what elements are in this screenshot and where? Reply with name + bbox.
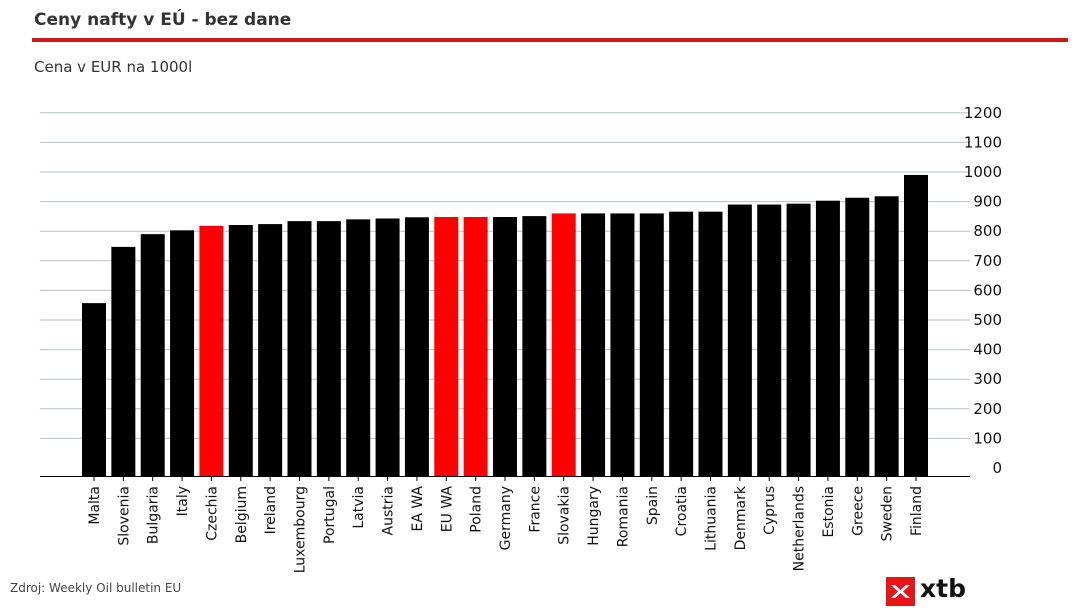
x-tick-label: Croatia	[674, 486, 690, 536]
bar-ea-wa	[404, 217, 429, 476]
x-tick-label: Slovenia	[116, 486, 132, 546]
x-tick-label: Latvia	[351, 486, 367, 529]
logo-text: xtb	[920, 574, 966, 603]
bar-portugal	[316, 221, 341, 476]
bar-netherlands	[786, 203, 811, 476]
x-tick-label: Portugal	[322, 486, 338, 544]
bar-slovenia	[111, 246, 136, 476]
y-tick-label: 100	[973, 429, 1002, 447]
x-tick-label: Netherlands	[792, 486, 808, 571]
bar-france	[522, 216, 547, 476]
y-tick-label: 700	[973, 252, 1002, 270]
bar-sweden	[874, 196, 899, 476]
axes	[40, 476, 970, 481]
y-tick-label: 500	[973, 311, 1002, 329]
y-tick-label: 600	[973, 281, 1002, 299]
bars	[82, 174, 928, 477]
y-tick-label: 800	[973, 222, 1002, 240]
x-tick-label: EU WA	[439, 486, 455, 533]
x-tick-label: Germany	[498, 486, 514, 550]
x-tick-label: Czechia	[204, 486, 220, 541]
x-tick-label: Italy	[175, 486, 191, 516]
bar-austria	[375, 218, 400, 477]
y-tick-label: 900	[973, 193, 1002, 211]
x-tick-label: Sweden	[880, 486, 896, 541]
bar-poland	[463, 216, 488, 476]
bar-czechia	[199, 225, 224, 476]
tick-labels: 0 100 200 300 400 500 600 700 800 900 1000 1100 1200…	[87, 104, 1002, 573]
bar-spain	[639, 213, 664, 476]
y-tick-label: 400	[973, 341, 1002, 359]
source-note: Zdroj: Weekly Oil bulletin EU	[10, 581, 182, 595]
y-tick-label: 1100	[964, 133, 1002, 151]
bar-hungary	[581, 213, 606, 476]
bar-luxembourg	[287, 221, 312, 476]
bar-croatia	[669, 211, 694, 476]
y-tick-label: 300	[973, 370, 1002, 388]
bar-belgium	[228, 224, 253, 476]
bar-bulgaria	[140, 234, 165, 476]
x-tick-label: Belgium	[234, 486, 250, 543]
bar-lithuania	[698, 211, 723, 476]
bar-ireland	[258, 224, 283, 476]
x-tick-label: Ireland	[263, 486, 279, 534]
bar-finland	[904, 174, 928, 476]
x-tick-label: Hungary	[586, 486, 602, 546]
chart-subtitle: Cena v EUR na 1000l	[34, 58, 193, 76]
bar-slovakia	[551, 213, 576, 476]
x-tick-label: Bulgaria	[146, 486, 162, 544]
xtb-x-icon	[886, 577, 915, 606]
y-tick-label: 200	[973, 400, 1002, 418]
y-tick-label: 1200	[964, 104, 1002, 122]
x-tick-label: Poland	[469, 486, 485, 533]
x-tick-label: Denmark	[733, 485, 749, 550]
chart-title: Ceny nafty v EÚ - bez dane	[34, 10, 292, 30]
bar-denmark	[727, 204, 752, 476]
bar-greece	[845, 197, 870, 476]
xtb-logo: xtb	[886, 574, 966, 607]
x-tick-label: Lithuania	[704, 486, 720, 551]
x-tick-label: Finland	[909, 486, 925, 536]
y-tick-label: 0	[992, 459, 1002, 477]
bar-germany	[493, 216, 517, 476]
bar-malta	[82, 303, 106, 476]
bar-estonia	[815, 200, 840, 476]
x-tick-label: Slovakia	[557, 486, 573, 545]
x-tick-label: Estonia	[821, 486, 837, 538]
title-rule	[32, 38, 1068, 42]
x-tick-label: EA WA	[410, 486, 426, 532]
bar-italy	[170, 230, 195, 476]
bar-cyprus	[757, 204, 782, 476]
x-tick-label: Greece	[850, 486, 866, 536]
x-tick-label: Cyprus	[762, 486, 778, 535]
y-tick-label: 1000	[964, 163, 1002, 181]
bar-romania	[610, 213, 635, 476]
bar-eu-wa	[434, 216, 459, 476]
bar-latvia	[346, 219, 371, 477]
x-tick-label: Malta	[87, 486, 103, 525]
x-tick-label: Luxembourg	[293, 486, 309, 573]
x-tick-label: France	[527, 486, 543, 533]
x-tick-label: Romania	[615, 486, 631, 547]
x-tick-label: Austria	[381, 486, 397, 535]
x-tick-label: Spain	[645, 486, 661, 525]
